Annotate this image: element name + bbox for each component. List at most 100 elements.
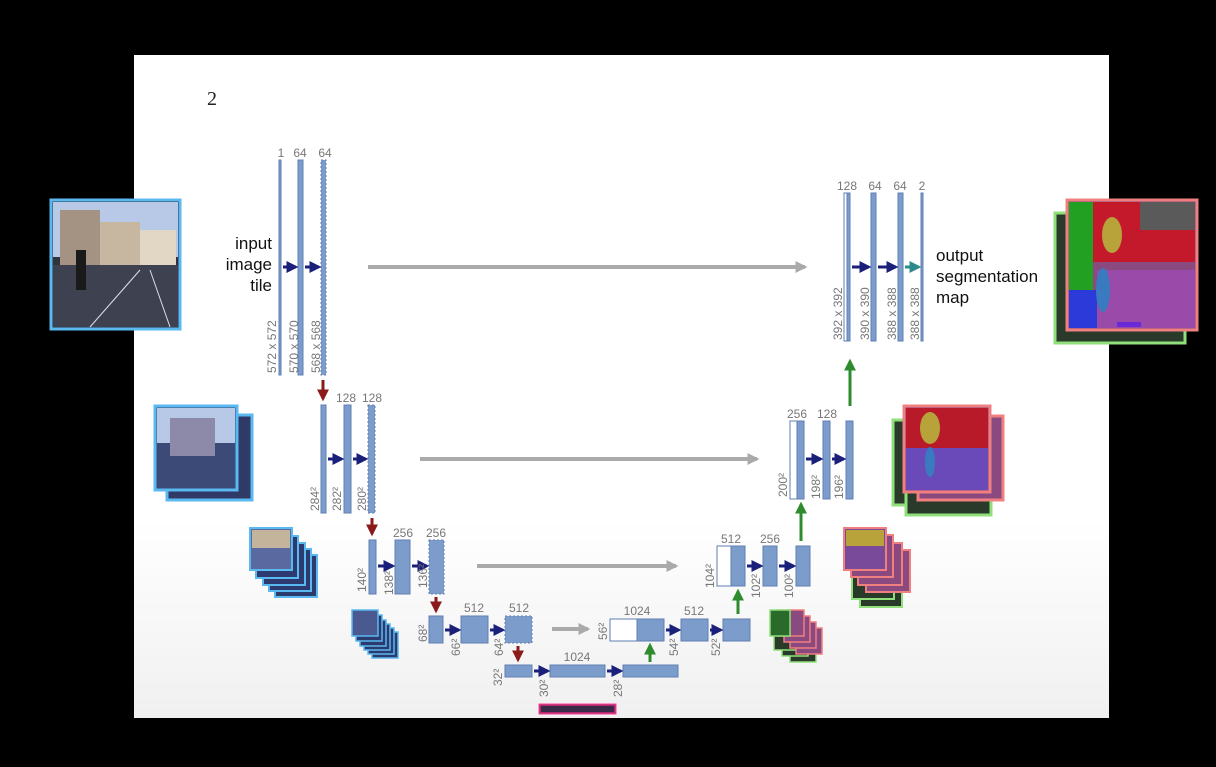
channel-label: 1024 [624, 604, 651, 618]
size-label: 66² [449, 639, 463, 656]
input-stack-level2 [153, 404, 254, 502]
conv-arrows [283, 261, 899, 677]
channel-label: 256 [760, 532, 780, 546]
size-label: 392 x 392 [831, 287, 845, 340]
channel-label: 512 [464, 601, 484, 615]
channel-label: 64 [893, 179, 907, 193]
channel-label: 128 [336, 391, 356, 405]
channel-label: 1024 [564, 650, 591, 664]
feature-maps [278, 159, 924, 678]
size-label: 282² [330, 487, 344, 511]
upconv-arrows [644, 358, 856, 662]
input-label-line3: tile [250, 276, 272, 295]
page-number: 2 [207, 88, 217, 110]
channel-label: 512 [684, 604, 704, 618]
skip-arrows [368, 261, 808, 635]
input-label-line1: input [235, 234, 272, 253]
input-images [49, 198, 617, 715]
size-label: 280² [355, 487, 369, 511]
enc4-conv1-map [460, 615, 489, 644]
output-stack-level2 [891, 404, 1005, 517]
size-label: 388 x 388 [908, 287, 922, 340]
size-label: 64² [492, 639, 506, 656]
bottleneck-pool-map [504, 664, 533, 678]
enc1-input-map [278, 159, 282, 376]
channel-label: 256 [393, 526, 413, 540]
bottleneck-conv2-map [622, 664, 679, 678]
channel-label: 128 [837, 179, 857, 193]
size-label: 102² [749, 574, 763, 598]
size-label: 32² [491, 669, 505, 686]
enc3-conv1-map [394, 539, 411, 595]
dec4-skip-map [609, 618, 638, 642]
channel-label: 512 [509, 601, 529, 615]
channel-label: 64 [318, 146, 332, 160]
enc3-pool-map [368, 539, 377, 595]
channel-label: 512 [721, 532, 741, 546]
dec4-up-map [636, 618, 665, 642]
channel-label: 1 [278, 146, 285, 160]
output-label-line3: map [936, 288, 969, 307]
output-stack-level3 [843, 527, 911, 608]
size-label: 28² [611, 680, 625, 697]
output-label-line1: output [936, 246, 984, 265]
output-stack-level4 [769, 609, 823, 663]
dec2-conv1-map [822, 420, 831, 500]
channel-label: 256 [787, 407, 807, 421]
channel-labels: 1 64 64 128 128 256 256 512 512 1024 102… [278, 146, 926, 664]
channel-label: 128 [362, 391, 382, 405]
size-label: 30² [537, 680, 551, 697]
size-label: 56² [596, 623, 610, 640]
size-label: 54² [667, 639, 681, 656]
size-label: 388 x 388 [885, 287, 899, 340]
slide [134, 55, 1109, 718]
size-label: 284² [308, 487, 322, 511]
size-label: 196² [832, 475, 846, 499]
enc4-pool-map [428, 615, 444, 644]
size-label: 104² [703, 564, 717, 588]
size-label: 138² [382, 571, 396, 595]
size-label: 52² [709, 639, 723, 656]
output-images [769, 198, 1199, 663]
enc2-conv2-map [367, 404, 376, 514]
size-label: 568 x 568 [309, 320, 323, 373]
dec2-up-map [796, 420, 805, 500]
channel-label: 64 [293, 146, 307, 160]
channel-label: 64 [868, 179, 882, 193]
input-stack-level4 [351, 609, 399, 659]
size-label: 572 x 572 [265, 320, 279, 373]
bottleneck-stack [538, 703, 617, 715]
channel-label: 2 [919, 179, 926, 193]
size-label: 100² [782, 574, 796, 598]
pool-arrows [317, 380, 524, 663]
output-segmentation-map [1053, 198, 1199, 345]
channel-label: 128 [817, 407, 837, 421]
dec3-skip-map [716, 545, 732, 587]
output-label-line2: segmentation [936, 267, 1038, 286]
enc4-conv2-map [504, 615, 533, 644]
enc2-pool-map [320, 404, 327, 514]
dec3-conv1-map [762, 545, 778, 587]
enc3-conv2-map [428, 539, 445, 595]
dec4-conv1-map [680, 618, 709, 642]
dec3-up-map [730, 545, 746, 587]
dec3-conv2-map [795, 545, 811, 587]
dec4-conv2-map [722, 618, 751, 642]
size-label: 136² [416, 564, 430, 588]
enc2-conv1-map [343, 404, 352, 514]
input-label-line2: image [226, 255, 272, 274]
size-label: 68² [416, 625, 430, 642]
size-label: 200² [776, 473, 790, 497]
input-stack-level3 [249, 527, 318, 598]
size-label: 140² [355, 568, 369, 592]
bottleneck-conv1-map [549, 664, 606, 678]
dec2-conv2-map [845, 420, 854, 500]
size-label: 570 x 570 [287, 320, 301, 373]
input-image-tile [49, 198, 182, 331]
size-labels: 572 x 572 570 x 570 568 x 568 284² 282² … [265, 287, 922, 697]
size-label: 198² [809, 475, 823, 499]
size-label: 390 x 390 [858, 287, 872, 340]
dec1-up-map [846, 192, 851, 342]
channel-label: 256 [426, 526, 446, 540]
